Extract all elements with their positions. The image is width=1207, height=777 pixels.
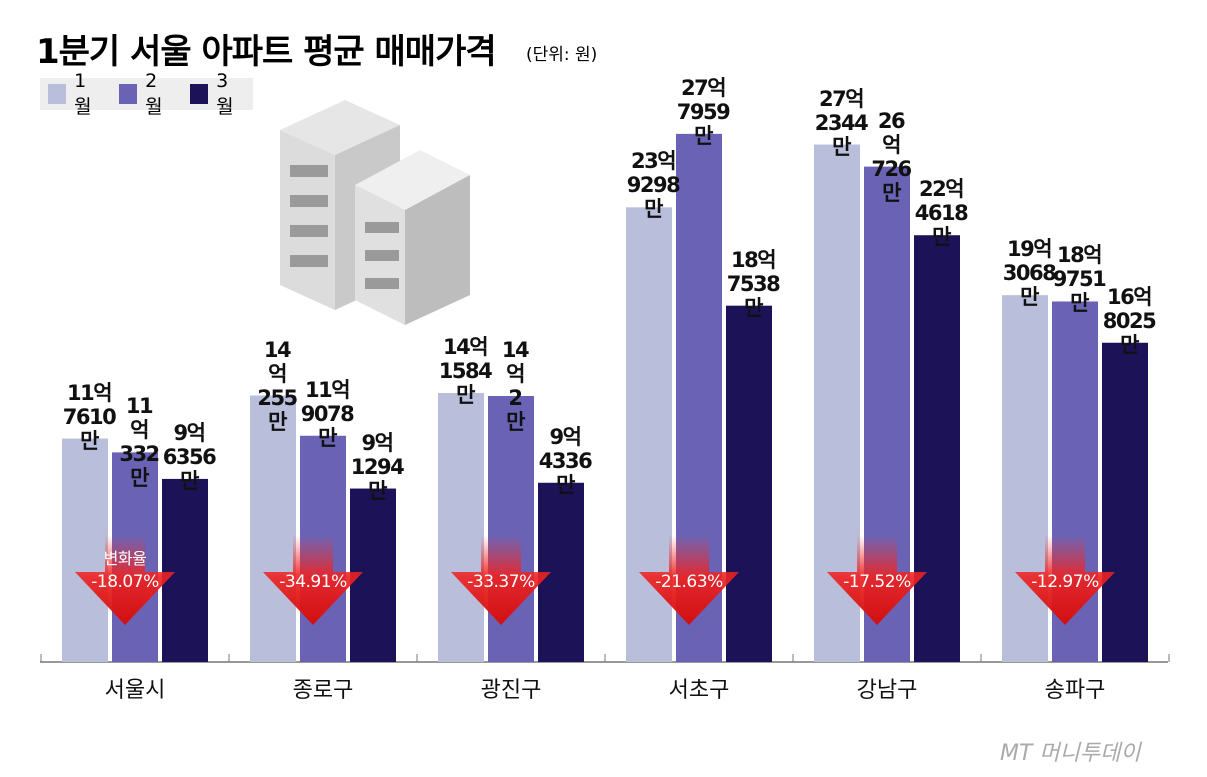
legend-swatch	[190, 84, 209, 104]
x-tick-label: 송파구	[1044, 678, 1106, 703]
change-label: -34.91%	[279, 572, 347, 592]
value-label: 9억 4336만	[538, 424, 593, 497]
legend-label: 2월	[145, 69, 163, 118]
legend-label: 1월	[74, 69, 92, 118]
value-label: 16억 8025만	[1102, 284, 1157, 357]
change-label: -33.37%	[467, 572, 535, 592]
value-label: 23억 9298만	[626, 149, 681, 222]
bar	[438, 392, 484, 662]
change-arrow	[75, 535, 175, 625]
value-label: 18억 7538만	[726, 247, 781, 320]
value-label: 9억 6356만	[162, 420, 217, 493]
bar	[1102, 342, 1148, 662]
bar	[250, 395, 296, 662]
change-arrow	[1015, 535, 1115, 625]
chart-subtitle: (단위: 원)	[526, 45, 598, 65]
value-label: 11억 9078만	[300, 377, 355, 450]
value-label: 26억 726만	[871, 108, 912, 205]
value-label: 9억 1294만	[350, 430, 405, 503]
x-tick-label: 강남구	[856, 678, 918, 703]
bar	[488, 395, 534, 662]
source: MT 머니투데이	[1000, 741, 1141, 766]
legend-label: 3월	[216, 69, 234, 118]
change-label: -12.97%	[1031, 572, 1099, 592]
building-illustration	[280, 100, 470, 325]
value-label: 27억 7959만	[676, 75, 731, 148]
bar	[162, 478, 208, 662]
x-tick-label: 서초구	[668, 678, 730, 703]
legend-swatch	[119, 84, 138, 104]
value-label: 19억 3068만	[1002, 237, 1057, 310]
value-label: 27억 2344만	[814, 86, 869, 159]
change-label: -17.52%	[843, 572, 911, 592]
value-label: 11억 332만	[119, 394, 160, 491]
value-label: 22억 4618만	[914, 177, 969, 250]
x-tick-label: 종로구	[292, 678, 354, 703]
change-arrow	[263, 535, 363, 625]
value-label: 14억 2만	[501, 337, 530, 434]
change-label: -21.63%	[655, 572, 723, 592]
value-label: 11억 7610만	[62, 380, 117, 453]
bar	[914, 235, 960, 662]
change-title: 변화율	[103, 549, 147, 568]
bar	[726, 305, 772, 662]
change-label: -18.07%	[91, 572, 159, 592]
x-tick-label: 서울시	[104, 678, 166, 703]
x-tick-label: 광진구	[480, 678, 542, 703]
change-arrow	[827, 535, 927, 625]
change-arrow	[451, 535, 551, 625]
bar	[62, 438, 108, 662]
legend-swatch	[48, 84, 67, 104]
bar	[1002, 295, 1048, 662]
value-label: 14억 255만	[257, 337, 298, 434]
chart-title: 1분기 서울 아파트 평균 매매가격	[36, 32, 497, 72]
value-label: 18억 9751만	[1052, 243, 1107, 316]
value-label: 14억 1584만	[438, 334, 493, 407]
legend: 1월 2월 3월	[40, 70, 253, 118]
change-arrow	[639, 535, 739, 625]
